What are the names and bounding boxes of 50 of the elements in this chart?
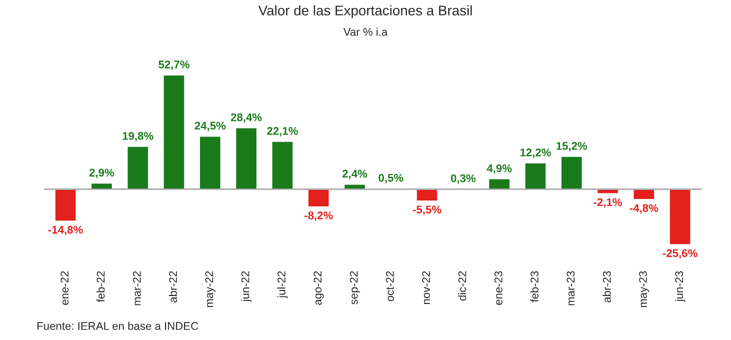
data-label: 22,1% <box>267 127 298 136</box>
bar <box>560 156 584 190</box>
source-note: Fuente: IERAL en base a INDEC <box>37 322 198 330</box>
data-label: -8,2% <box>304 211 333 221</box>
x-tick-label: ago-22 <box>314 271 324 305</box>
x-tick-label: jun-23 <box>674 271 686 302</box>
x-tick-label: dic-22 <box>458 271 466 301</box>
data-label: 0,5% <box>378 174 404 184</box>
data-label: -2,1% <box>594 198 622 208</box>
x-tick-label: mar-22 <box>132 271 141 306</box>
x-tick-label: jul-22 <box>277 271 288 298</box>
x-tick-label: mar-23 <box>566 271 575 306</box>
x-tick-label: sep-22 <box>350 271 360 304</box>
bar <box>270 140 294 190</box>
x-tick-label: jun-22 <box>241 271 252 302</box>
chart-title: Valor de las Exportaciones a Brasil <box>258 5 472 18</box>
data-label: -14,8% <box>48 226 83 236</box>
data-label: 15,2% <box>556 142 588 152</box>
x-tick-label: feb-23 <box>530 271 538 302</box>
data-label: -5,5% <box>412 206 442 216</box>
x-tick-label: ene-22 <box>60 271 69 305</box>
x-tick-label: oct-22 <box>386 271 394 302</box>
bar <box>162 74 186 190</box>
x-tick-label: may-23 <box>639 271 650 308</box>
data-label: 52,7% <box>158 60 190 70</box>
data-label: 28,4% <box>230 113 262 123</box>
bar <box>198 135 222 190</box>
data-label: -4,8% <box>630 204 658 214</box>
data-label: 2,9% <box>89 168 114 178</box>
chart-subtitle: Var % i.a <box>343 28 388 36</box>
data-label: 12,2% <box>520 148 551 158</box>
x-tick-label: abr-23 <box>602 271 611 302</box>
x-tick-label: feb-22 <box>96 271 105 302</box>
bar <box>524 162 548 190</box>
data-label: 4,9% <box>486 164 512 174</box>
data-label: 19,8% <box>122 132 154 142</box>
x-tick-label: may-22 <box>205 271 216 308</box>
bar <box>307 188 330 208</box>
data-label: 24,5% <box>194 122 226 132</box>
x-tick-label: ene-23 <box>494 271 502 305</box>
bar <box>234 126 258 190</box>
data-label: 0,3% <box>450 174 476 184</box>
bar <box>54 188 78 222</box>
data-label: 2,4% <box>342 170 368 180</box>
bar <box>668 188 692 246</box>
bar <box>126 146 150 190</box>
x-tick-label: abr-22 <box>168 271 177 302</box>
bar <box>415 188 439 202</box>
x-tick-label: nov-22 <box>422 271 430 304</box>
data-label: -25,6% <box>662 249 698 259</box>
